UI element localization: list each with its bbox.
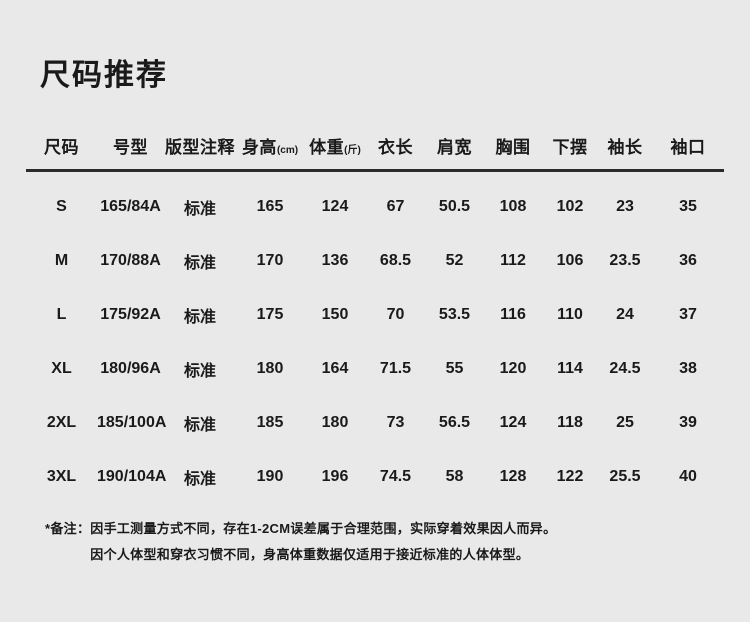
table-row: 2XL 185/100A 标准 185 180 73 56.5 124 118 … [26, 396, 724, 450]
cell-fit-note: 标准 [183, 309, 216, 326]
cell-weight: 164 [321, 360, 349, 377]
cell-garment-length: 70 [386, 306, 405, 323]
col-header-fit-note: 版型注释 [164, 94, 236, 172]
cell-model-type: 185/100A [97, 414, 167, 431]
cell-chest: 116 [500, 306, 526, 323]
cell-model-type: 175/92A [100, 306, 161, 323]
cell-size: S [56, 198, 67, 215]
cell-garment-length: 68.5 [379, 252, 412, 269]
cell-size: L [56, 306, 67, 323]
cell-chest: 124 [499, 414, 527, 431]
table-row: S 165/84A 标准 165 124 67 50.5 108 102 23 … [26, 180, 724, 234]
cell-model-type: 165/84A [100, 198, 161, 215]
cell-height: 185 [256, 414, 284, 431]
cell-height: 190 [256, 468, 284, 485]
col-header-hem: 下摆 [542, 94, 598, 172]
cell-cuff: 36 [679, 252, 697, 269]
cell-weight: 124 [321, 198, 349, 215]
cell-size: M [54, 252, 69, 269]
cell-garment-length: 74.5 [379, 468, 412, 485]
col-header-sleeve-length: 袖长 [598, 94, 652, 172]
table-spacer [26, 171, 724, 181]
cell-cuff: 37 [679, 306, 697, 323]
cell-size: XL [51, 360, 72, 377]
cell-fit-note: 标准 [183, 471, 216, 488]
cell-chest: 112 [500, 252, 526, 269]
cell-cuff: 40 [679, 468, 697, 485]
col-header-size: 尺码 [26, 94, 97, 172]
cell-model-type: 180/96A [100, 360, 161, 377]
cell-height: 180 [256, 360, 284, 377]
cell-hem: 122 [556, 468, 584, 485]
cell-weight: 150 [321, 306, 349, 323]
cell-size: 2XL [46, 414, 77, 431]
cell-sleeve-length: 25.5 [609, 468, 641, 485]
cell-shoulder-width: 55 [445, 360, 464, 377]
unit-label: (斤) [344, 145, 361, 156]
cell-shoulder-width: 52 [445, 252, 464, 269]
cell-hem: 114 [557, 360, 583, 377]
cell-fit-note: 标准 [183, 201, 216, 218]
cell-garment-length: 71.5 [379, 360, 412, 377]
col-header-cuff: 袖口 [652, 94, 724, 172]
cell-shoulder-width: 56.5 [438, 414, 471, 431]
cell-size: 3XL [46, 468, 77, 485]
table-row: 3XL 190/104A 标准 190 196 74.5 58 128 122 … [26, 450, 724, 504]
cell-garment-length: 73 [386, 414, 405, 431]
cell-hem: 106 [556, 252, 584, 269]
cell-garment-length: 67 [386, 198, 405, 215]
col-header-height: 身高(cm) [236, 94, 304, 172]
cell-cuff: 38 [679, 360, 697, 377]
cell-fit-note: 标准 [183, 417, 216, 434]
cell-hem: 110 [557, 306, 583, 323]
cell-sleeve-length: 24 [616, 306, 634, 323]
cell-weight: 180 [321, 414, 349, 431]
cell-weight: 196 [321, 468, 349, 485]
unit-label: (cm) [276, 145, 299, 156]
cell-shoulder-width: 53.5 [438, 306, 471, 323]
cell-fit-note: 标准 [183, 363, 216, 380]
footnote-label: *备注： [45, 521, 91, 536]
cell-weight: 136 [321, 252, 349, 269]
cell-sleeve-length: 23 [616, 198, 634, 215]
cell-cuff: 39 [679, 414, 697, 431]
footnote-lines: 因手工测量方式不同，存在1-2CM误差属于合理范围，实际穿着效果因人而异。 因个… [90, 516, 750, 568]
cell-height: 175 [256, 306, 284, 323]
cell-height: 165 [256, 198, 284, 215]
cell-chest: 108 [499, 198, 527, 215]
page-title: 尺码推荐 [40, 59, 168, 92]
cell-model-type: 190/104A [97, 468, 167, 485]
cell-shoulder-width: 50.5 [438, 198, 471, 215]
table-header-row: 尺码 号型 版型注释 身高(cm) 体重(斤) 衣长 肩宽 胸围 下摆 袖长 袖… [26, 94, 724, 172]
cell-sleeve-length: 23.5 [609, 252, 641, 269]
col-header-chest: 胸围 [484, 94, 542, 172]
cell-hem: 118 [557, 414, 583, 431]
table-row: L 175/92A 标准 175 150 70 53.5 116 110 24 … [26, 288, 724, 342]
cell-chest: 128 [499, 468, 527, 485]
size-table: 尺码 号型 版型注释 身高(cm) 体重(斤) 衣长 肩宽 胸围 下摆 袖长 袖… [26, 94, 724, 504]
col-header-garment-length: 衣长 [366, 94, 425, 172]
col-header-weight: 体重(斤) [304, 94, 366, 172]
col-header-model-type: 号型 [97, 94, 164, 172]
col-header-shoulder-width: 肩宽 [425, 94, 484, 172]
table-row: M 170/88A 标准 170 136 68.5 52 112 106 23.… [26, 234, 724, 288]
table-row: XL 180/96A 标准 180 164 71.5 55 120 114 24… [26, 342, 724, 396]
cell-sleeve-length: 24.5 [609, 360, 641, 377]
cell-hem: 102 [556, 198, 584, 215]
cell-height: 170 [256, 252, 284, 269]
cell-shoulder-width: 58 [445, 468, 464, 485]
cell-fit-note: 标准 [183, 255, 216, 272]
footnote-line-1: 因手工测量方式不同，存在1-2CM误差属于合理范围，实际穿着效果因人而异。 [90, 521, 557, 536]
cell-cuff: 35 [679, 198, 697, 215]
cell-sleeve-length: 25 [616, 414, 634, 431]
footnote: *备注： 因手工测量方式不同，存在1-2CM误差属于合理范围，实际穿着效果因人而… [45, 516, 750, 568]
cell-model-type: 170/88A [100, 252, 161, 269]
footnote-line-2: 因个人体型和穿衣习惯不同，身高体重数据仅适用于接近标准的人体体型。 [90, 547, 530, 562]
cell-chest: 120 [499, 360, 527, 377]
size-chart-page: 尺码推荐 尺码 号型 版型注释 身高(cm) 体重(斤) 衣长 肩宽 胸围 下摆… [0, 58, 750, 568]
